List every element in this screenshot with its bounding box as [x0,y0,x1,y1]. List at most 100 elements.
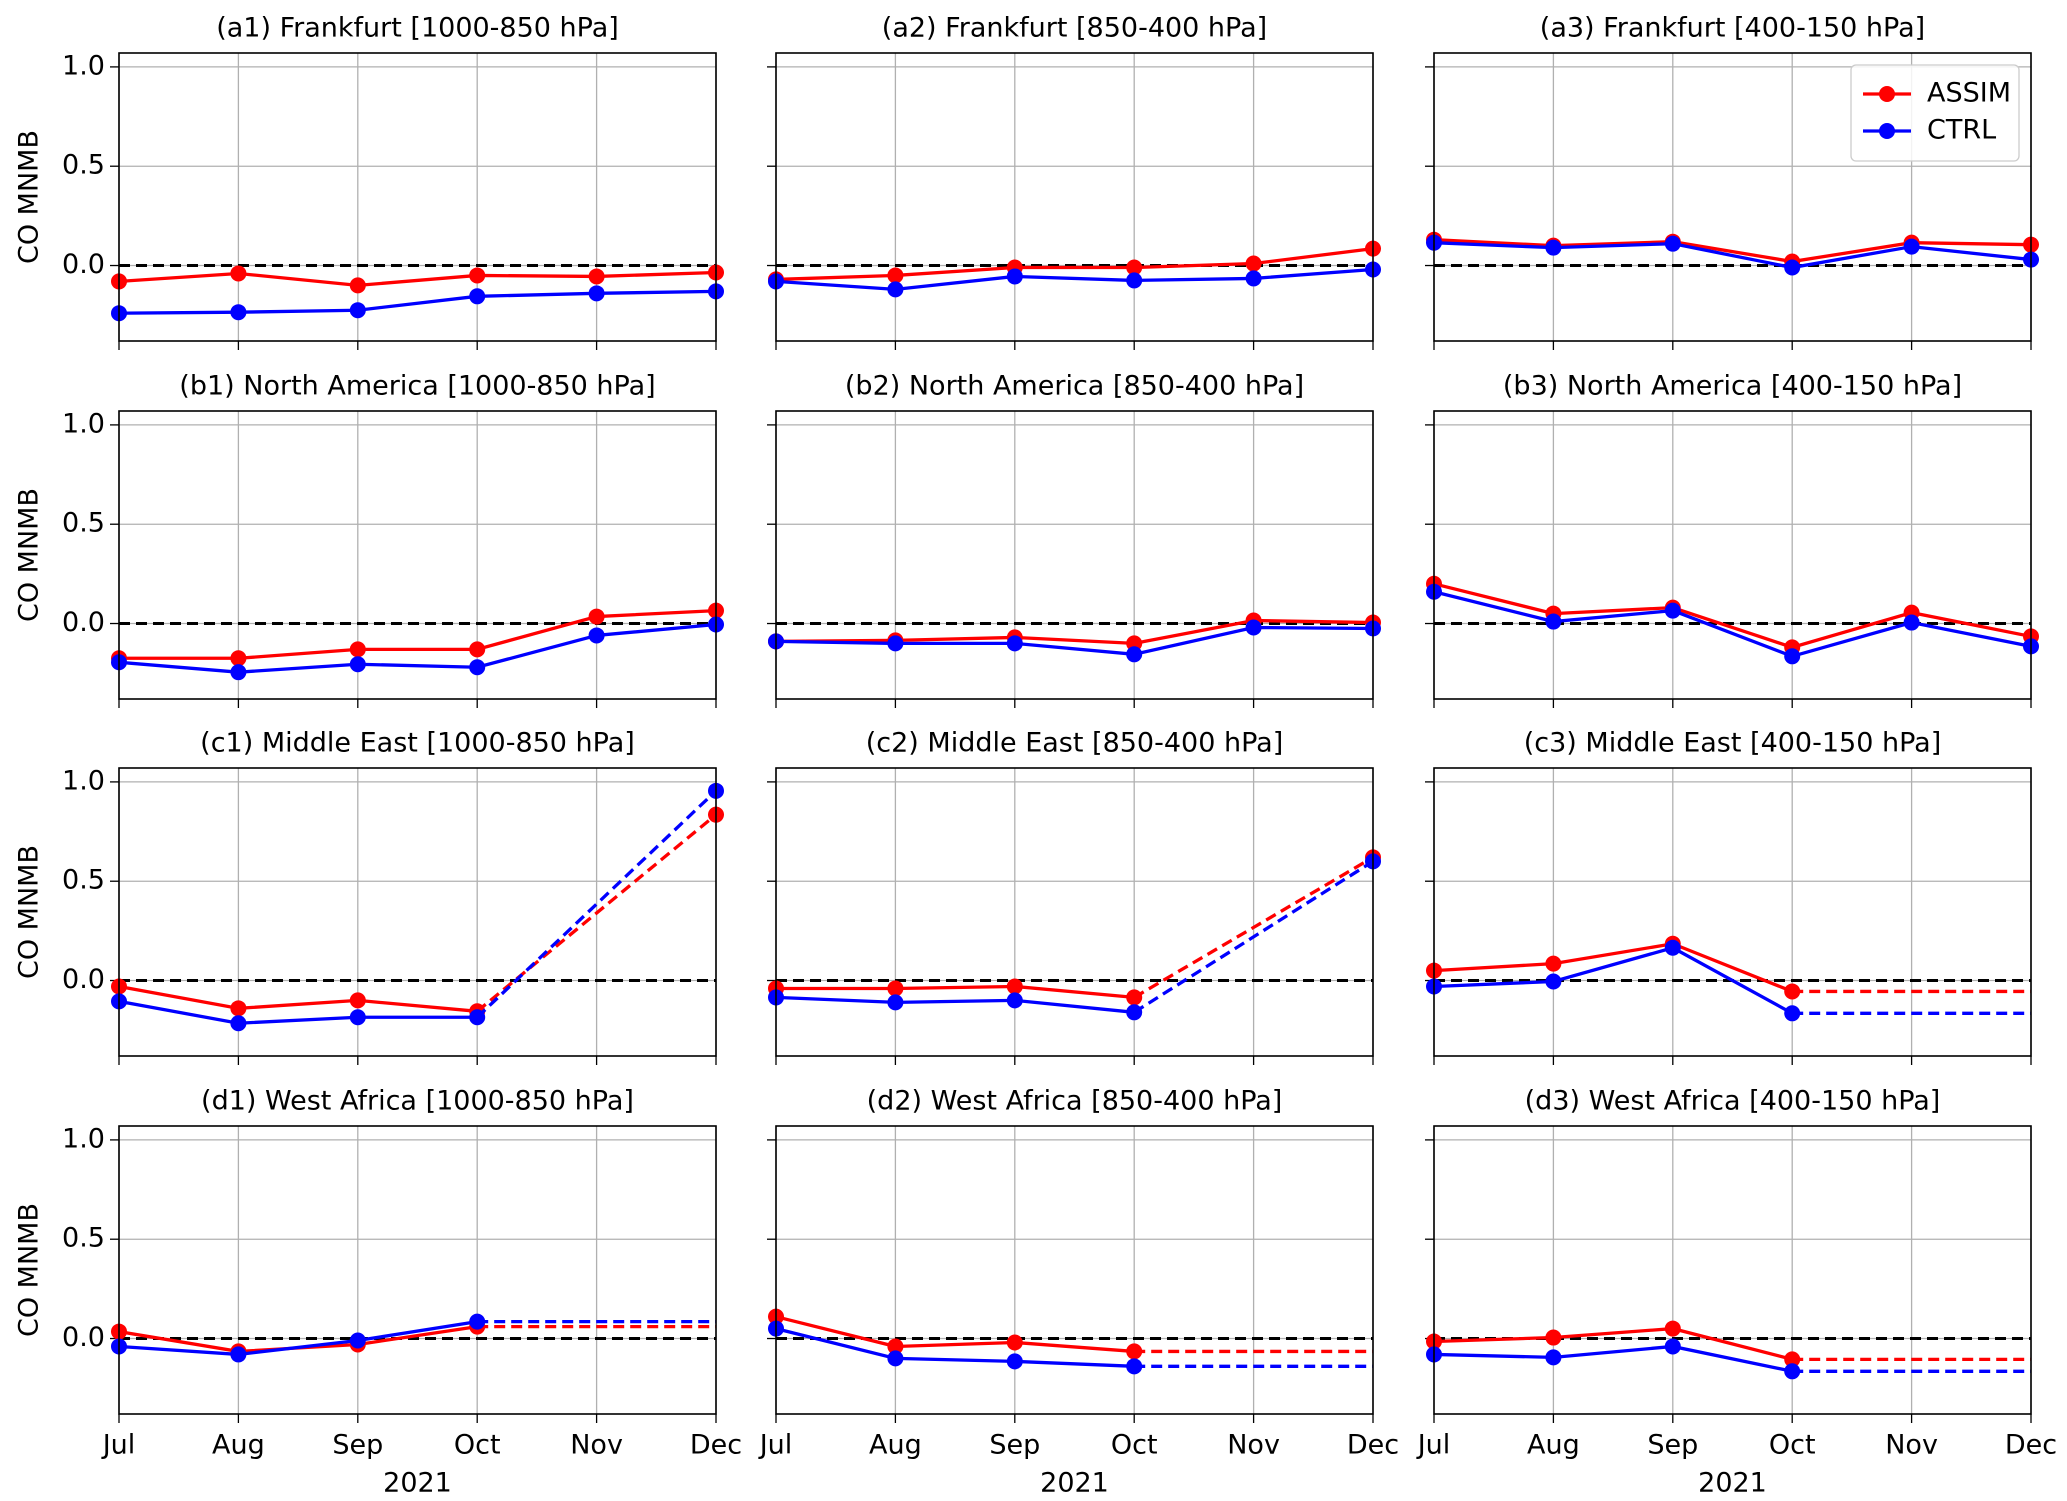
x-tick-label: Sep [989,1430,1040,1461]
axes-frame [118,767,717,1057]
axes-frame [118,410,717,700]
series-line [776,984,1135,1000]
marker [1784,1005,1801,1022]
y-tick-label: 1.0 [62,1123,105,1154]
marker [1126,646,1143,663]
x-tick-label: Oct [1111,1430,1158,1461]
series-line [118,999,478,1025]
marker [1664,1338,1681,1355]
marker [1784,1363,1801,1380]
panel-title: (c3) Middle East [400-150 hPa] [1524,728,1941,759]
marker [1006,1334,1023,1351]
x-tick-label: Dec [690,1430,742,1461]
y-tick-label: 0.5 [62,150,105,181]
x-tick-label: Oct [1769,1430,1816,1461]
panel-title: (a1) Frankfurt [1000-850 hPa] [216,13,619,44]
y-tick-label: 1.0 [62,408,105,439]
marker [349,641,366,658]
panel-title: (b3) North America [400-150 hPa] [1503,371,1962,402]
marker [1126,1004,1143,1021]
x-tick-label: Sep [1647,1430,1698,1461]
axes-frame [1433,767,2032,1057]
marker [887,994,904,1011]
y-tick-label: 0.5 [62,508,105,539]
series-line [775,625,1374,656]
legend-marker [1879,123,1895,139]
x-axis-label: 2021 [1040,1468,1109,1499]
marker [1545,1329,1562,1346]
marker [1006,1353,1023,1370]
x-tick-label: Jul [758,1430,793,1461]
marker [230,304,247,321]
x-axis-label: 2021 [383,1468,452,1499]
marker [230,265,247,282]
y-axis-label: CO MNMB [14,1203,45,1337]
marker [1664,1320,1681,1337]
marker [588,608,605,625]
marker [1006,992,1023,1009]
series-line [1433,1326,1793,1361]
series-line [1433,582,2032,650]
series-line [1433,942,1793,993]
marker [887,1338,904,1355]
marker [349,1009,366,1026]
marker [1126,989,1143,1006]
marker [1784,1351,1801,1368]
axes-frame [775,52,1374,342]
marker [1664,939,1681,956]
axes-frame [775,410,1374,700]
panel: Jul Aug Sep Oct Nov Dec (d3) West Africa [400-… [1416,1086,2057,1499]
marker [1903,614,1920,631]
y-tick-label: 0.0 [62,1322,105,1353]
panel-title: (a3) Frankfurt [400-150 hPa] [1540,13,1925,44]
y-tick-label: 1.0 [62,50,105,81]
legend-label: CTRL [1927,115,1996,146]
gap-line [476,789,718,1019]
marker [588,285,605,302]
series-line [775,1326,1135,1368]
marker [588,627,605,644]
marker [1245,255,1262,272]
y-tick-label: 0.5 [62,865,105,896]
marker [1784,259,1801,276]
x-tick-label: Aug [1527,1430,1580,1461]
y-tick-label: 0.5 [62,1223,105,1254]
axes-frame [1433,52,2032,342]
marker [1006,978,1023,995]
series-line [1433,590,2032,659]
series-line [119,608,717,660]
y-axis-label: CO MNMB [14,845,45,979]
marker [349,277,366,294]
series-line [1433,241,2032,270]
x-tick-label: Jul [101,1430,136,1461]
marker [230,650,247,667]
series-line [118,1320,478,1357]
marker [588,268,605,285]
x-tick-label: Jul [1416,1430,1451,1461]
panel-title: (c1) Middle East [1000-850 hPa] [200,728,635,759]
panel-title: (d3) West Africa [400-150 hPa] [1525,1086,1941,1117]
marker [1545,973,1562,990]
series-line [775,1315,1135,1354]
panel: (a3) Frankfurt [400-150 hPa] ASSIM CTRL [1425,13,2039,350]
marker [1784,983,1801,1000]
marker [1245,619,1262,636]
marker [469,267,486,284]
series-line [1433,238,2032,264]
panel-title: (d1) West Africa [1000-850 hPa] [201,1086,634,1117]
series-line [118,622,717,674]
legend-label: ASSIM [1927,78,2011,109]
series-line [118,289,717,315]
gap-line [1133,859,1374,1014]
axes-frame [775,1125,1374,1415]
x-tick-label: Dec [2005,1430,2057,1461]
panel: 0.0 0.5 1.0 (a1) Frankfurt [1000-850 hPa] CO… [14,13,724,350]
panel: (b3) North America [400-150 hPa] [1425,371,2039,708]
y-tick-label: 0.0 [62,964,105,995]
marker [469,641,486,658]
marker [1006,268,1023,285]
x-tick-label: Nov [570,1430,623,1461]
x-tick-label: Oct [454,1430,501,1461]
series-line [775,995,1135,1014]
